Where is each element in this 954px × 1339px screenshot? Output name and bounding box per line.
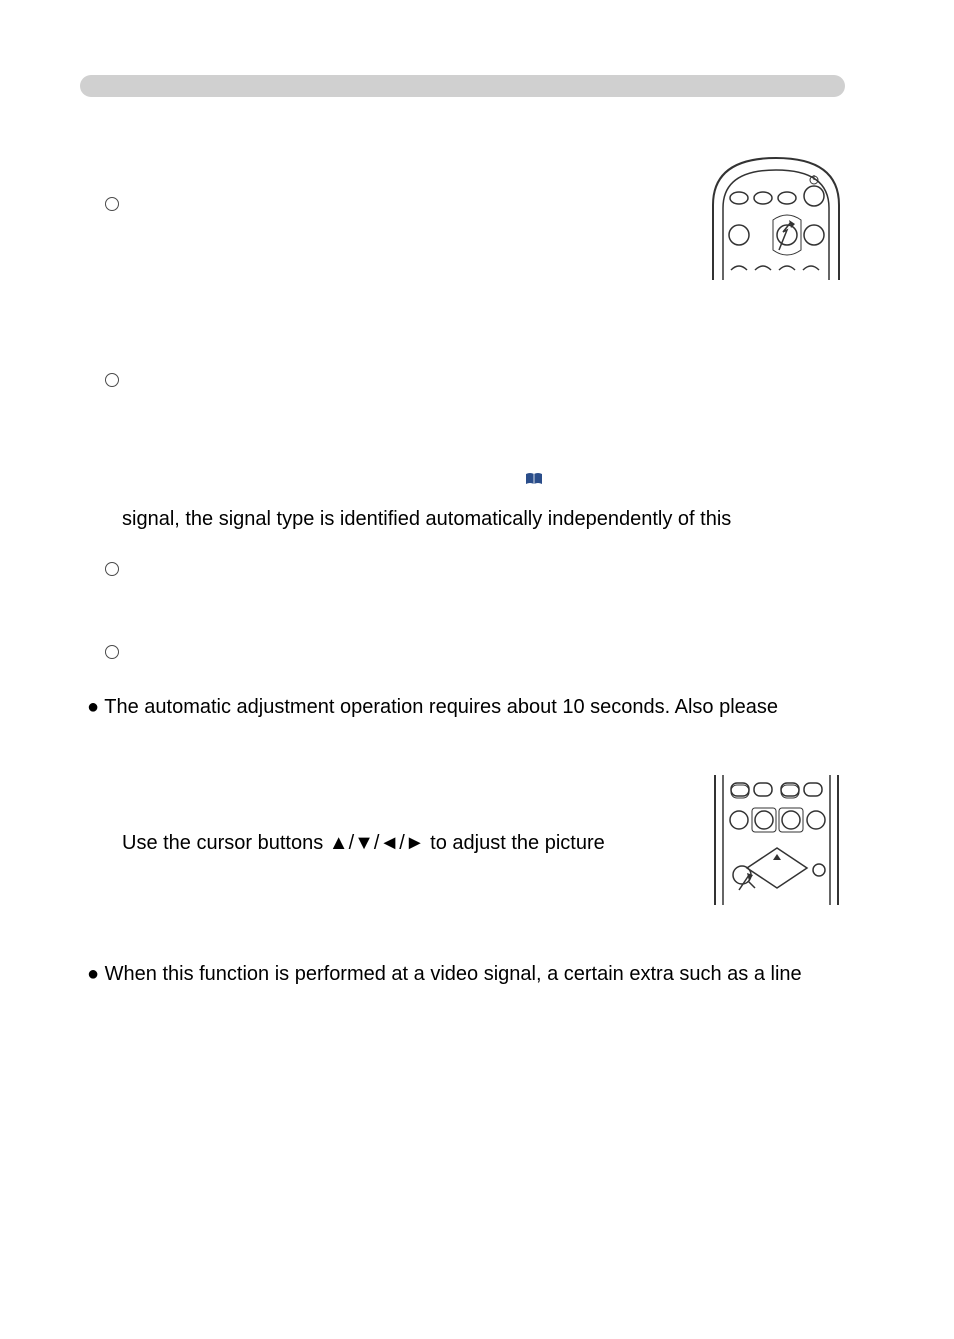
bullet-line-3	[105, 553, 845, 584]
auto-adjust-line: ● The automatic adjustment operation req…	[87, 692, 845, 723]
circle-bullet-icon	[105, 645, 119, 659]
header-bar	[80, 75, 845, 97]
bullet-line-1	[105, 188, 845, 219]
text: signal, the signal type is identified au…	[122, 508, 731, 530]
video-signal-line: ● When this function is performed at a v…	[87, 959, 845, 990]
book-icon	[525, 465, 543, 496]
circle-bullet-icon	[105, 373, 119, 387]
bullet-line-4	[105, 636, 845, 667]
circle-bullet-icon	[105, 562, 119, 576]
bullet-line-2	[105, 364, 845, 395]
text: ● The automatic adjustment operation req…	[87, 696, 778, 718]
remote-illustration-bottom	[709, 775, 844, 910]
book-icon-line	[105, 465, 845, 496]
text: Use the cursor buttons ▲/▼/◄/► to adjust…	[122, 832, 605, 854]
circle-bullet-icon	[105, 197, 119, 211]
text: ● When this function is performed at a v…	[87, 963, 802, 985]
signal-text-line: signal, the signal type is identified au…	[105, 504, 845, 535]
